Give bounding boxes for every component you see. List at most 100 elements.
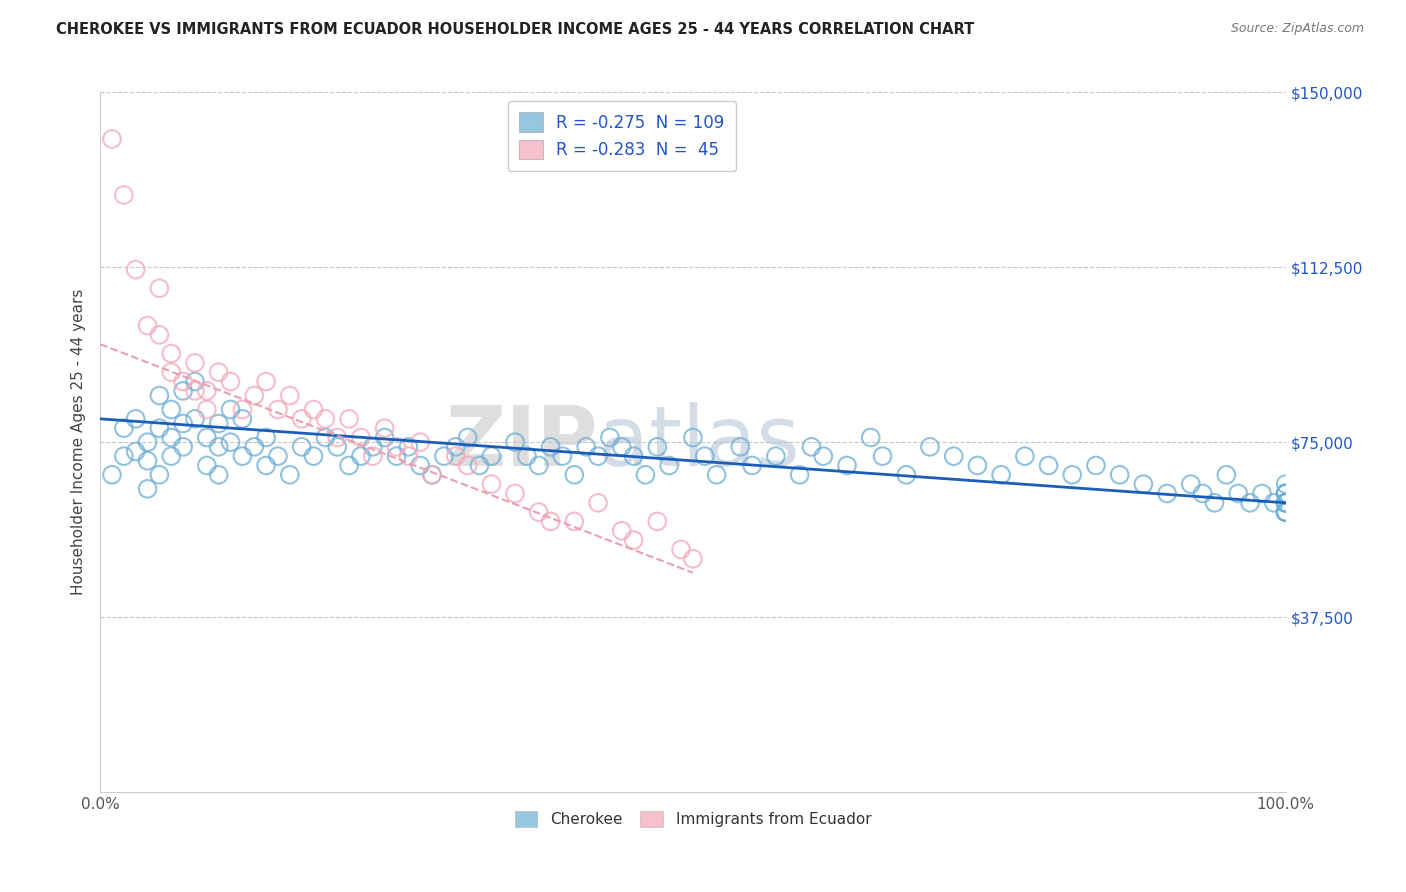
- Point: [1274, 496, 1296, 510]
- Point: [1227, 486, 1250, 500]
- Point: [195, 430, 218, 444]
- Point: [208, 365, 231, 379]
- Point: [1274, 496, 1296, 510]
- Point: [918, 440, 941, 454]
- Point: [160, 430, 183, 444]
- Point: [540, 515, 562, 529]
- Point: [184, 356, 207, 370]
- Point: [396, 440, 419, 454]
- Point: [813, 449, 835, 463]
- Point: [208, 440, 231, 454]
- Point: [136, 435, 159, 450]
- Point: [479, 477, 502, 491]
- Legend: Cherokee, Immigrants from Ecuador: Cherokee, Immigrants from Ecuador: [509, 805, 877, 833]
- Point: [1274, 505, 1296, 519]
- Point: [326, 430, 349, 444]
- Point: [896, 467, 918, 482]
- Point: [623, 533, 645, 547]
- Point: [314, 430, 336, 444]
- Point: [1274, 496, 1296, 510]
- Point: [647, 515, 669, 529]
- Point: [1263, 496, 1285, 510]
- Point: [575, 440, 598, 454]
- Point: [1274, 505, 1296, 519]
- Point: [765, 449, 787, 463]
- Point: [457, 458, 479, 473]
- Point: [1274, 496, 1296, 510]
- Point: [148, 421, 170, 435]
- Point: [101, 467, 124, 482]
- Point: [457, 430, 479, 444]
- Point: [195, 384, 218, 398]
- Point: [420, 467, 443, 482]
- Point: [350, 430, 373, 444]
- Point: [208, 467, 231, 482]
- Point: [112, 449, 135, 463]
- Point: [125, 444, 148, 458]
- Point: [148, 281, 170, 295]
- Point: [160, 365, 183, 379]
- Point: [231, 402, 253, 417]
- Point: [374, 421, 396, 435]
- Point: [361, 440, 384, 454]
- Point: [1156, 486, 1178, 500]
- Point: [586, 449, 609, 463]
- Point: [634, 467, 657, 482]
- Point: [195, 458, 218, 473]
- Point: [599, 430, 621, 444]
- Point: [219, 402, 242, 417]
- Point: [730, 440, 752, 454]
- Point: [396, 449, 419, 463]
- Point: [1274, 505, 1296, 519]
- Point: [409, 458, 432, 473]
- Text: CHEROKEE VS IMMIGRANTS FROM ECUADOR HOUSEHOLDER INCOME AGES 25 - 44 YEARS CORREL: CHEROKEE VS IMMIGRANTS FROM ECUADOR HOUS…: [56, 22, 974, 37]
- Point: [610, 440, 633, 454]
- Point: [337, 412, 360, 426]
- Point: [444, 449, 467, 463]
- Point: [1038, 458, 1060, 473]
- Point: [1215, 467, 1237, 482]
- Point: [291, 412, 314, 426]
- Point: [1084, 458, 1107, 473]
- Point: [433, 449, 456, 463]
- Point: [172, 375, 194, 389]
- Point: [112, 421, 135, 435]
- Point: [741, 458, 763, 473]
- Point: [942, 449, 965, 463]
- Point: [302, 402, 325, 417]
- Point: [1191, 486, 1213, 500]
- Point: [1108, 467, 1130, 482]
- Point: [385, 449, 408, 463]
- Point: [350, 449, 373, 463]
- Point: [409, 435, 432, 450]
- Point: [254, 430, 277, 444]
- Point: [682, 430, 704, 444]
- Point: [291, 440, 314, 454]
- Point: [184, 375, 207, 389]
- Point: [302, 449, 325, 463]
- Point: [278, 388, 301, 402]
- Point: [278, 467, 301, 482]
- Point: [1180, 477, 1202, 491]
- Point: [669, 542, 692, 557]
- Point: [136, 318, 159, 333]
- Point: [1204, 496, 1226, 510]
- Point: [231, 449, 253, 463]
- Y-axis label: Householder Income Ages 25 - 44 years: Householder Income Ages 25 - 44 years: [72, 289, 86, 595]
- Point: [243, 388, 266, 402]
- Point: [267, 402, 290, 417]
- Point: [208, 417, 231, 431]
- Point: [254, 458, 277, 473]
- Point: [610, 524, 633, 538]
- Point: [125, 412, 148, 426]
- Point: [966, 458, 988, 473]
- Point: [160, 449, 183, 463]
- Point: [479, 449, 502, 463]
- Point: [859, 430, 882, 444]
- Point: [706, 467, 728, 482]
- Point: [503, 486, 526, 500]
- Point: [682, 551, 704, 566]
- Point: [693, 449, 716, 463]
- Point: [658, 458, 681, 473]
- Point: [172, 417, 194, 431]
